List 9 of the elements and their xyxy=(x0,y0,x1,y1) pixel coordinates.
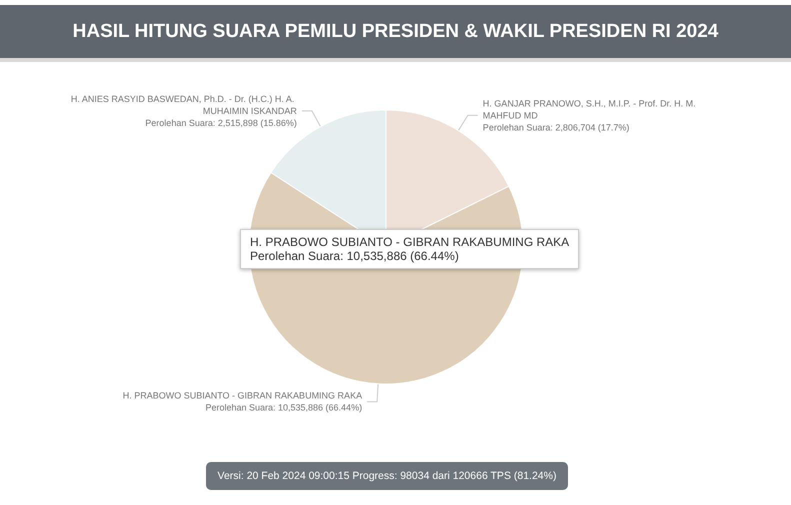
data-label: Perolehan Suara: 2,806,704 (17.7%) xyxy=(482,122,630,132)
slice-label: H. ANIES RASYID BASWEDAN, Ph.D. - Dr. (H.C.) H. A. MUHAIMIN ISKANDAR xyxy=(70,94,298,116)
data-label: Perolehan Suara: 10,535,886 (66.44%) xyxy=(205,402,362,413)
chart-title: HASIL HITUNG SUARA PEMILU PRESIDEN & WAKIL PRESIDEN RI 2024 xyxy=(72,20,718,42)
slice-label: H. PRABOWO SUBIANTO - GIBRAN RAKABUMING RAKA xyxy=(122,390,362,401)
text: Versi: 20 Feb 2024 09:00:15 Progress: 98034 dari 120666 TPS (81.24%) xyxy=(218,470,556,482)
data-label: Perolehan Suara: 2,515,898 (15.86%) xyxy=(145,118,297,128)
slice-label: H. GANJAR PRANOWO, S.H., M.I.P. - Prof. Dr. H. M. MAHFUD MD xyxy=(482,98,698,120)
text: H. PRABOWO SUBIANTO - GIBRAN RAKABUMING RAKA Perolehan Suara: 10,535,886 (66.44%) xyxy=(240,229,580,269)
